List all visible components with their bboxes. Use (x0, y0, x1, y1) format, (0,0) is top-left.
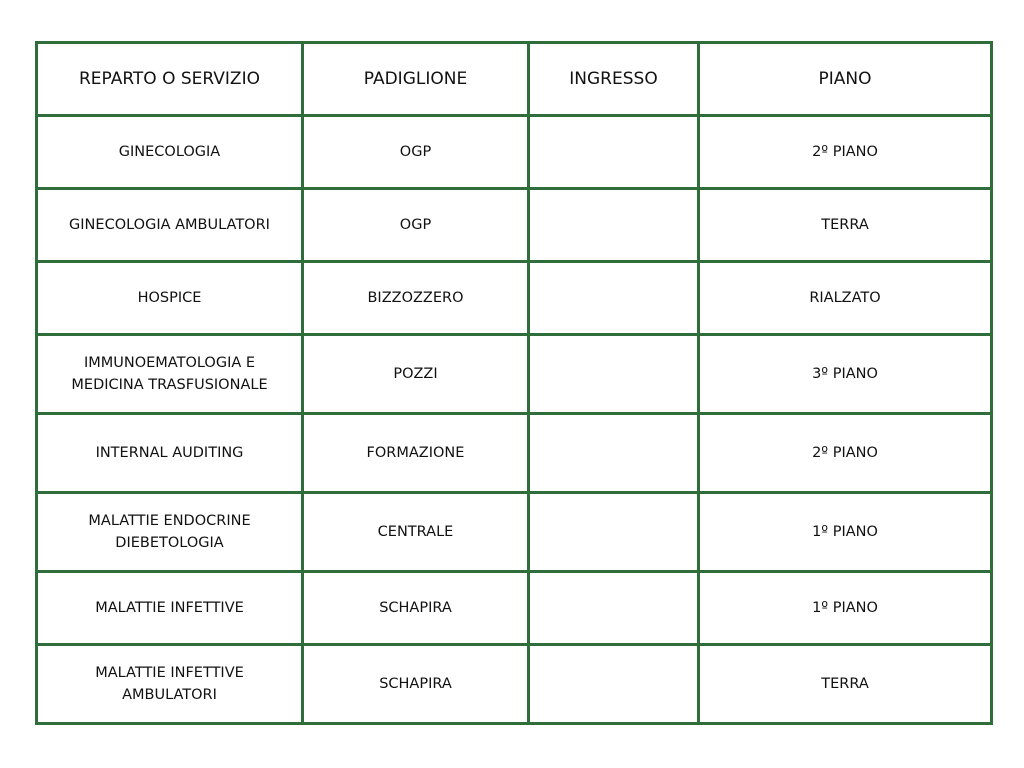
cell-reparto: MALATTIE INFETTIVE AMBULATORI (35, 643, 304, 725)
cell-reparto: GINECOLOGIA (35, 114, 304, 190)
cell-ingresso (527, 412, 700, 494)
cell-reparto: MALATTIE INFETTIVE (35, 570, 304, 646)
cell-piano: 3º PIANO (697, 333, 993, 415)
table-row: MALATTIE ENDOCRINE DIEBETOLOGIA CENTRALE 1… (35, 491, 993, 573)
cell-piano: TERRA (697, 187, 993, 263)
cell-piano: 2º PIANO (697, 114, 993, 190)
cell-padiglione: SCHAPIRA (301, 570, 530, 646)
cell-reparto: GINECOLOGIA AMBULATORI (35, 187, 304, 263)
cell-padiglione: OGP (301, 114, 530, 190)
header-ingresso: INGRESSO (527, 41, 700, 117)
header-piano: PIANO (697, 41, 993, 117)
cell-piano: 1º PIANO (697, 570, 993, 646)
cell-ingresso (527, 187, 700, 263)
cell-piano: 1º PIANO (697, 491, 993, 573)
header-row: REPARTO O SERVIZIO PADIGLIONE INGRESSO P… (35, 41, 993, 117)
header-padiglione: PADIGLIONE (301, 41, 530, 117)
table-row: HOSPICE BIZZOZZERO RIALZATO (35, 260, 993, 336)
table-row: GINECOLOGIA OGP 2º PIANO (35, 114, 993, 190)
table-row: MALATTIE INFETTIVE SCHAPIRA 1º PIANO (35, 570, 993, 646)
cell-reparto: IMMUNOEMATOLOGIA E MEDICINA TRASFUSIONAL… (35, 333, 304, 415)
cell-padiglione: SCHAPIRA (301, 643, 530, 725)
table-row: MALATTIE INFETTIVE AMBULATORI SCHAPIRA TER… (35, 643, 993, 725)
cell-reparto: INTERNAL AUDITING (35, 412, 304, 494)
cell-ingresso (527, 333, 700, 415)
cell-padiglione: POZZI (301, 333, 530, 415)
cell-piano: TERRA (697, 643, 993, 725)
cell-ingresso (527, 491, 700, 573)
cell-padiglione: BIZZOZZERO (301, 260, 530, 336)
cell-padiglione: OGP (301, 187, 530, 263)
cell-ingresso (527, 260, 700, 336)
cell-piano: 2º PIANO (697, 412, 993, 494)
header-reparto: REPARTO O SERVIZIO (35, 41, 304, 117)
table-row: INTERNAL AUDITING FORMAZIONE 2º PIANO (35, 412, 993, 494)
table-row: IMMUNOEMATOLOGIA E MEDICINA TRASFUSIONAL… (35, 333, 993, 415)
cell-ingresso (527, 643, 700, 725)
cell-reparto: HOSPICE (35, 260, 304, 336)
cell-ingresso (527, 570, 700, 646)
cell-piano: RIALZATO (697, 260, 993, 336)
cell-ingresso (527, 114, 700, 190)
table-row: GINECOLOGIA AMBULATORI OGP TERRA (35, 187, 993, 263)
cell-padiglione: FORMAZIONE (301, 412, 530, 494)
cell-padiglione: CENTRALE (301, 491, 530, 573)
departments-table: REPARTO O SERVIZIO PADIGLIONE INGRESSO P… (35, 41, 993, 725)
cell-reparto: MALATTIE ENDOCRINE DIEBETOLOGIA (35, 491, 304, 573)
